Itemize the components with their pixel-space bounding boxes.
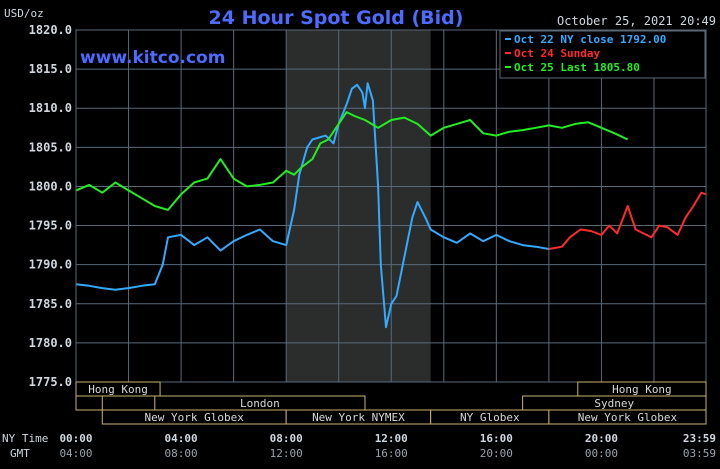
plot-frame (75, 29, 707, 383)
market-session-label: Sydney (594, 397, 634, 410)
x-tick-gmt: 04:00 (59, 447, 92, 460)
x-tick-ny: 16:00 (480, 432, 513, 445)
nymex-session-band (286, 30, 431, 382)
series-line-1 (548, 191, 707, 250)
ny-time-label: NY Time (2, 432, 48, 445)
legend-entry: Oct 24 Sunday (514, 47, 600, 60)
market-session-label: Hong Kong (88, 383, 148, 396)
x-tick-gmt: 16:00 (375, 447, 408, 460)
x-tick-gmt: 00:00 (585, 447, 618, 460)
y-tick-label: 1775.0 (29, 375, 72, 389)
y-tick-label: 1785.0 (29, 297, 72, 311)
units-label: USD/oz (4, 7, 44, 20)
series-line-2 (75, 111, 629, 211)
x-tick-ny: 20:00 (585, 432, 618, 445)
market-session-label: NY Globex (460, 411, 520, 424)
market-session-label: Hong Kong (612, 383, 672, 396)
y-tick-label: 1780.0 (29, 336, 72, 350)
market-session-box (75, 381, 161, 397)
legend-entry: Oct 25 Last 1805.80 (514, 61, 640, 74)
y-tick-label: 1815.0 (29, 62, 72, 76)
y-tick-label: 1790.0 (29, 258, 72, 272)
x-tick-ny: 12:00 (375, 432, 408, 445)
gmt-label: GMT (10, 447, 30, 460)
x-axis-ticks: 00:00 04:00 08:00 12:00 16:00 20:00 23:59 04:00… (59, 432, 716, 460)
x-tick-gmt: 20:00 (480, 447, 513, 460)
market-session-label: London (240, 397, 280, 410)
legend-box (499, 30, 706, 79)
y-axis-ticks: 1775.0 1780.0 1785.0 1790.0 1795.0 1800.0 1805… (29, 23, 72, 389)
market-session-label: New York Globex (145, 411, 245, 424)
x-tick-gmt: 08:00 (165, 447, 198, 460)
x-tick-ny: 23:59 (683, 432, 716, 445)
x-tick-gmt: 12:00 (270, 447, 303, 460)
x-tick-gmt: 03:59 (683, 447, 716, 460)
market-session-label: New York Globex (578, 411, 678, 424)
series-line-0 (75, 82, 550, 329)
y-tick-label: 1805.0 (29, 140, 72, 154)
y-tick-label: 1810.0 (29, 101, 72, 115)
highlight-band-rect (286, 30, 431, 382)
x-tick-ny: 04:00 (165, 432, 198, 445)
y-tick-label: 1800.0 (29, 179, 72, 193)
timestamp: October 25, 2021 20:49 (557, 14, 716, 28)
market-session-box (548, 409, 707, 425)
plot-border (75, 29, 707, 383)
x-tick-ny: 08:00 (270, 432, 303, 445)
x-tick-ny: 00:00 (59, 432, 92, 445)
series-lines (75, 82, 707, 329)
watermark: www.kitco.com (80, 48, 225, 68)
legend-entry: Oct 22 NY close 1792.00 (514, 33, 666, 46)
y-tick-label: 1795.0 (29, 219, 72, 233)
y-tick-label: 1820.0 (29, 23, 72, 37)
market-session-box (75, 395, 103, 411)
chart-title: 24 Hour Spot Gold (Bid) (209, 7, 464, 29)
market-session-label: New York NYMEX (312, 411, 405, 424)
